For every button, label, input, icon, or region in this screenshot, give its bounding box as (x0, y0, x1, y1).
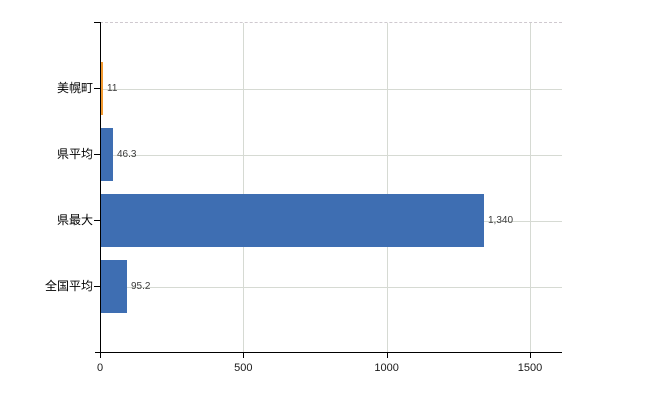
category-label: 県最大 (56, 213, 93, 227)
x-axis-line (95, 352, 562, 353)
bar-2 (100, 128, 113, 181)
bar-value-label: 95.2 (131, 281, 151, 292)
vertical-gridline (530, 23, 531, 352)
bar-value-label: 46.3 (117, 149, 137, 160)
x-axis-tick-label: 1000 (374, 362, 399, 374)
vertical-gridline (386, 23, 388, 352)
category-label: 全国平均 (44, 279, 93, 293)
bar-value-label: 1,340 (488, 215, 514, 226)
x-axis-tick (100, 353, 101, 358)
x-axis-tick-label: 500 (234, 362, 253, 374)
y-axis-tick (94, 286, 100, 287)
bar-4 (100, 260, 127, 313)
horizontal-gridline (100, 287, 562, 288)
x-axis-tick-label: 0 (96, 362, 104, 374)
category-label: 美幌町 (56, 81, 93, 95)
category-label: 県平均 (56, 147, 93, 161)
y-axis-tick (94, 220, 100, 221)
x-axis-tick (243, 353, 245, 358)
vertical-gridline (243, 23, 245, 352)
x-axis-tick-label: 1500 (517, 362, 543, 374)
y-axis-line (100, 22, 101, 352)
y-axis-top-tick (94, 22, 100, 23)
plot-area: 11 46.3 1,340 95.2 (100, 22, 562, 352)
horizontal-gridline (100, 89, 562, 90)
x-axis-tick (386, 353, 388, 358)
y-axis-tick (94, 154, 100, 155)
bar-3 (100, 194, 484, 247)
bar-value-label: 11 (107, 83, 118, 94)
horizontal-gridline (100, 155, 562, 156)
bar-1 (100, 62, 103, 115)
x-axis-tick (530, 353, 531, 358)
y-axis-tick (94, 88, 100, 89)
